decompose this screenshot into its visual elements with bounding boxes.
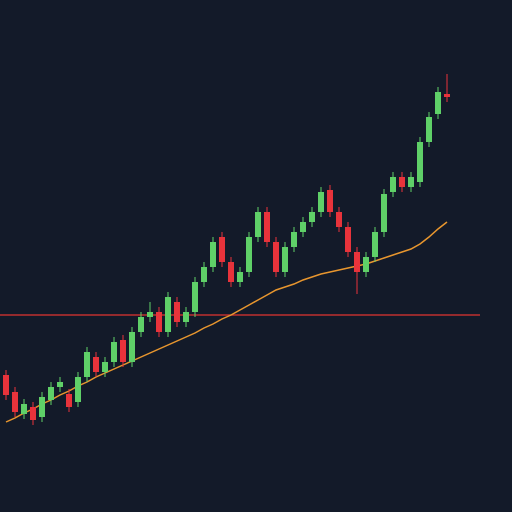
candle-body: [345, 227, 351, 252]
candle-body: [48, 387, 54, 400]
candle-body: [444, 94, 450, 97]
candle-body: [165, 297, 171, 332]
candle-body: [408, 177, 414, 187]
candle-body: [57, 382, 63, 387]
candle-body: [219, 237, 225, 262]
candle-body: [84, 352, 90, 377]
candle-body: [3, 375, 9, 395]
candle-body: [417, 142, 423, 182]
candle-body: [354, 252, 360, 272]
candle-body: [363, 257, 369, 272]
candle-body: [228, 262, 234, 282]
candle-body: [255, 212, 261, 237]
candle-body: [399, 177, 405, 187]
candle-body: [246, 237, 252, 272]
candle-body: [201, 267, 207, 282]
candle-body: [102, 362, 108, 372]
candle-body: [129, 332, 135, 362]
candle-body: [75, 377, 81, 402]
candle-body: [291, 232, 297, 247]
candle-body: [30, 407, 36, 420]
candle-body: [372, 232, 378, 257]
candle-body: [300, 222, 306, 232]
candle-body: [39, 397, 45, 417]
candle-body: [282, 247, 288, 272]
candle-body: [309, 212, 315, 222]
candle-body: [120, 340, 126, 362]
candle-body: [426, 117, 432, 142]
candle-body: [327, 190, 333, 212]
candle-body: [66, 394, 72, 407]
candle-body: [183, 312, 189, 322]
candle-body: [174, 302, 180, 322]
candle-body: [435, 92, 441, 114]
candle-body: [21, 404, 27, 414]
candle-body: [147, 312, 153, 317]
candle-body: [210, 242, 216, 267]
candle-body: [264, 212, 270, 242]
candle-body: [111, 342, 117, 362]
candle-body: [12, 392, 18, 412]
candle-body: [336, 212, 342, 227]
candle-body: [381, 194, 387, 232]
candle-body: [237, 272, 243, 282]
candle-body: [138, 317, 144, 332]
candle-body: [93, 357, 99, 372]
candle-body: [318, 192, 324, 212]
candle-body: [156, 312, 162, 332]
candle-body: [192, 282, 198, 312]
candle-body: [390, 177, 396, 192]
candle-body: [273, 242, 279, 272]
